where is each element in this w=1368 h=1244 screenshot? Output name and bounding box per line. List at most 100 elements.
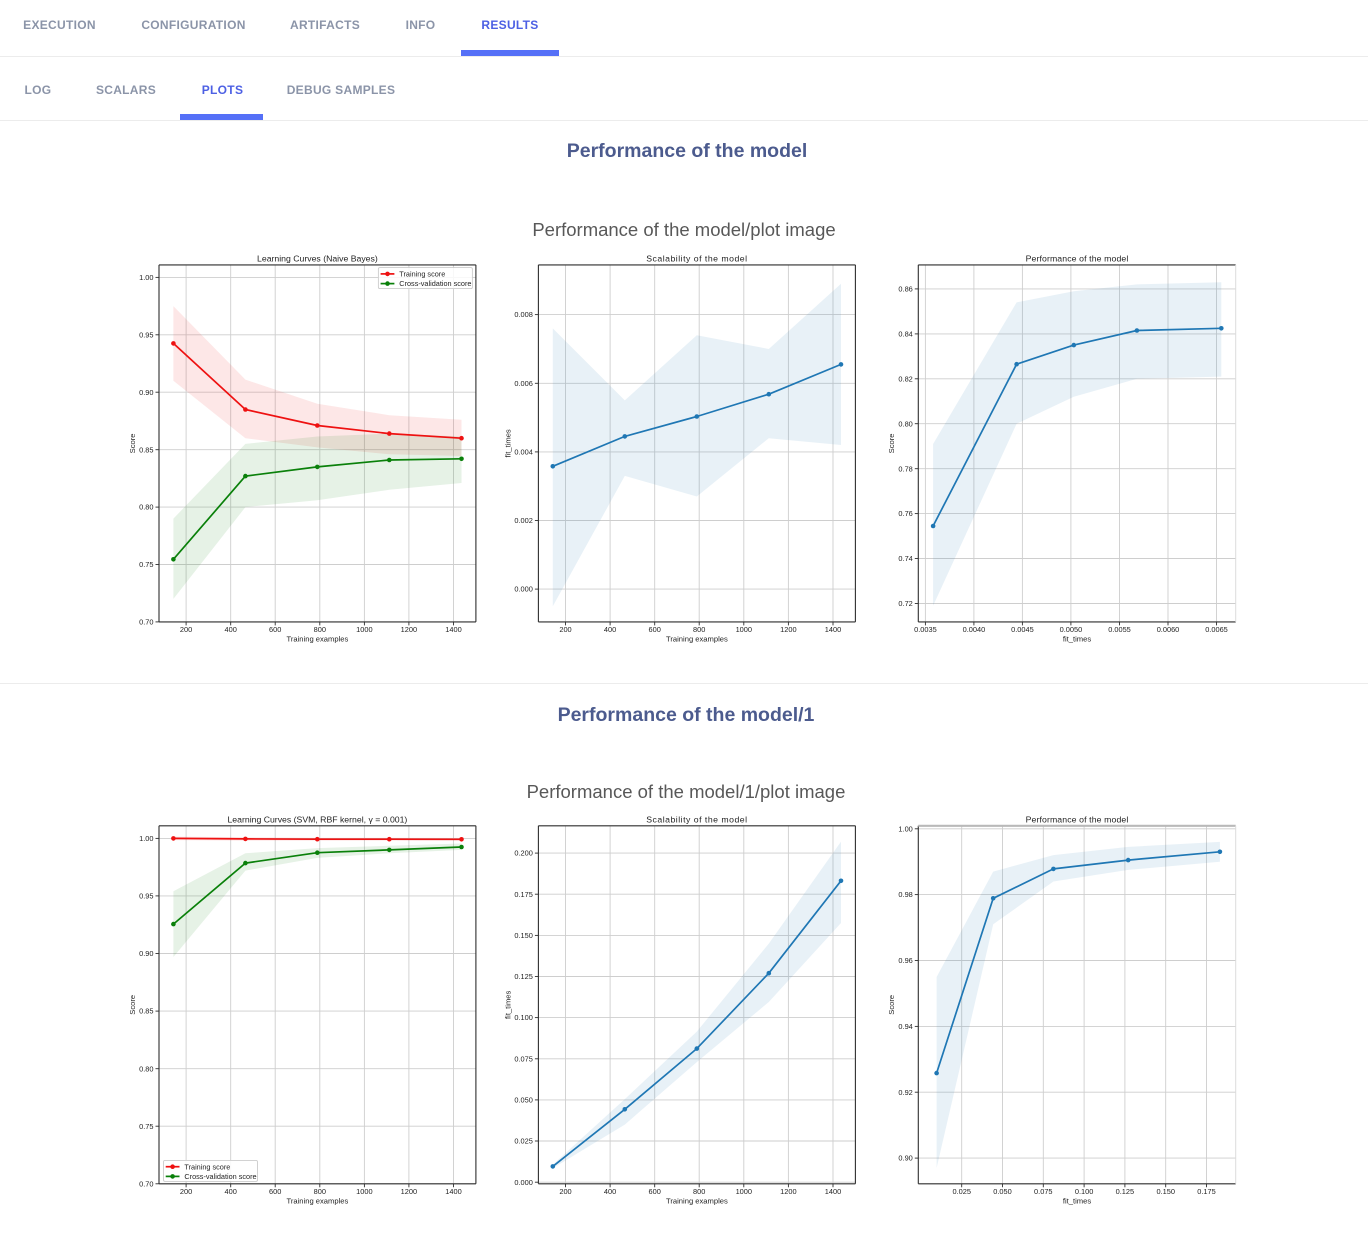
- svg-text:0.92: 0.92: [898, 1088, 912, 1097]
- svg-text:0.075: 0.075: [1034, 1187, 1053, 1196]
- svg-text:1200: 1200: [401, 1187, 417, 1196]
- svg-text:0.95: 0.95: [139, 330, 153, 339]
- svg-text:1.00: 1.00: [139, 273, 153, 282]
- svg-text:0.0050: 0.0050: [1060, 625, 1083, 634]
- svg-text:0.84: 0.84: [898, 330, 912, 339]
- svg-text:0.80: 0.80: [139, 1064, 153, 1073]
- svg-text:1000: 1000: [356, 1187, 372, 1196]
- svg-text:0.100: 0.100: [1075, 1187, 1094, 1196]
- svg-text:fit_times: fit_times: [503, 990, 512, 1018]
- svg-text:0.96: 0.96: [898, 956, 912, 965]
- svg-text:Cross-validation score: Cross-validation score: [184, 1172, 256, 1181]
- svg-text:0.000: 0.000: [514, 1178, 533, 1187]
- svg-text:Learning Curves (Naive Bayes): Learning Curves (Naive Bayes): [257, 254, 378, 264]
- svg-text:600: 600: [649, 625, 661, 634]
- svg-text:0.175: 0.175: [514, 890, 533, 899]
- svg-text:Score: Score: [128, 995, 137, 1015]
- svg-text:600: 600: [269, 625, 281, 634]
- svg-text:0.050: 0.050: [993, 1187, 1012, 1196]
- svg-text:Training examples: Training examples: [287, 635, 349, 644]
- svg-text:0.125: 0.125: [514, 972, 533, 981]
- svg-text:0.006: 0.006: [514, 379, 533, 388]
- svg-text:Score: Score: [887, 433, 896, 453]
- svg-text:0.008: 0.008: [514, 310, 533, 319]
- svg-text:1200: 1200: [401, 625, 417, 634]
- svg-text:800: 800: [314, 625, 326, 634]
- svg-text:1400: 1400: [825, 625, 841, 634]
- svg-text:0.050: 0.050: [514, 1096, 533, 1105]
- svg-text:1400: 1400: [825, 1187, 841, 1196]
- svg-text:0.85: 0.85: [139, 1007, 153, 1016]
- svg-text:200: 200: [180, 625, 192, 634]
- svg-text:0.82: 0.82: [898, 374, 912, 383]
- svg-text:Training score: Training score: [399, 270, 445, 279]
- svg-text:0.150: 0.150: [1156, 1187, 1175, 1196]
- svg-text:fit_times: fit_times: [1063, 1197, 1091, 1206]
- svg-text:0.0045: 0.0045: [1011, 625, 1034, 634]
- svg-text:Cross-validation score: Cross-validation score: [399, 279, 471, 288]
- svg-text:0.70: 0.70: [139, 618, 153, 627]
- svg-text:0.004: 0.004: [514, 448, 533, 457]
- svg-text:200: 200: [559, 625, 571, 634]
- svg-text:Training score: Training score: [184, 1162, 230, 1171]
- svg-text:Performance of the model: Performance of the model: [1026, 814, 1129, 824]
- svg-text:0.75: 0.75: [139, 1122, 153, 1131]
- svg-text:Training examples: Training examples: [287, 1197, 349, 1206]
- svg-text:800: 800: [693, 1187, 705, 1196]
- svg-text:0.85: 0.85: [139, 445, 153, 454]
- svg-text:0.075: 0.075: [514, 1054, 533, 1063]
- svg-text:0.90: 0.90: [139, 949, 153, 958]
- svg-text:400: 400: [225, 1187, 237, 1196]
- svg-text:fit_times: fit_times: [1063, 635, 1091, 644]
- svg-text:200: 200: [180, 1187, 192, 1196]
- svg-text:Performance of the model: Performance of the model: [1026, 254, 1129, 264]
- svg-text:0.0065: 0.0065: [1205, 625, 1228, 634]
- svg-text:0.95: 0.95: [139, 892, 153, 901]
- svg-text:0.98: 0.98: [898, 890, 912, 899]
- svg-text:Score: Score: [128, 433, 137, 453]
- svg-text:0.100: 0.100: [514, 1013, 533, 1022]
- svg-text:600: 600: [649, 1187, 661, 1196]
- svg-text:Learning Curves (SVM, RBF kern: Learning Curves (SVM, RBF kernel, γ = 0.…: [227, 814, 407, 824]
- svg-text:0.86: 0.86: [898, 285, 912, 294]
- svg-text:0.90: 0.90: [898, 1154, 912, 1163]
- svg-text:1400: 1400: [445, 1187, 461, 1196]
- svg-text:Training examples: Training examples: [666, 635, 728, 644]
- svg-text:0.0055: 0.0055: [1108, 625, 1131, 634]
- svg-text:Scalability of the model: Scalability of the model: [646, 254, 747, 264]
- svg-text:0.025: 0.025: [952, 1187, 971, 1196]
- svg-text:1200: 1200: [780, 1187, 796, 1196]
- svg-text:fit_times: fit_times: [503, 429, 512, 457]
- svg-text:0.74: 0.74: [898, 554, 912, 563]
- svg-text:0.175: 0.175: [1197, 1187, 1216, 1196]
- svg-text:Score: Score: [887, 995, 896, 1015]
- svg-text:0.025: 0.025: [514, 1137, 533, 1146]
- svg-text:800: 800: [314, 1187, 326, 1196]
- svg-text:0.0060: 0.0060: [1157, 625, 1180, 634]
- svg-text:800: 800: [693, 625, 705, 634]
- svg-text:0.002: 0.002: [514, 516, 533, 525]
- svg-text:1000: 1000: [356, 625, 372, 634]
- svg-text:0.78: 0.78: [898, 464, 912, 473]
- svg-text:0.200: 0.200: [514, 849, 533, 858]
- svg-text:0.0035: 0.0035: [914, 625, 937, 634]
- svg-text:400: 400: [604, 625, 616, 634]
- svg-text:1.00: 1.00: [139, 834, 153, 843]
- svg-text:1400: 1400: [445, 625, 461, 634]
- svg-text:600: 600: [269, 1187, 281, 1196]
- svg-text:0.75: 0.75: [139, 560, 153, 569]
- svg-text:0.72: 0.72: [898, 599, 912, 608]
- svg-text:1000: 1000: [736, 625, 752, 634]
- svg-text:200: 200: [559, 1187, 571, 1196]
- svg-text:0.000: 0.000: [514, 585, 533, 594]
- svg-text:0.150: 0.150: [514, 931, 533, 940]
- svg-text:0.80: 0.80: [898, 419, 912, 428]
- svg-text:Scalability of the model: Scalability of the model: [646, 814, 747, 824]
- svg-text:0.80: 0.80: [139, 503, 153, 512]
- svg-text:0.0040: 0.0040: [963, 625, 986, 634]
- svg-text:0.90: 0.90: [139, 388, 153, 397]
- svg-text:1200: 1200: [780, 625, 796, 634]
- svg-text:Training examples: Training examples: [666, 1197, 728, 1206]
- svg-text:0.94: 0.94: [898, 1022, 912, 1031]
- svg-text:0.125: 0.125: [1116, 1187, 1135, 1196]
